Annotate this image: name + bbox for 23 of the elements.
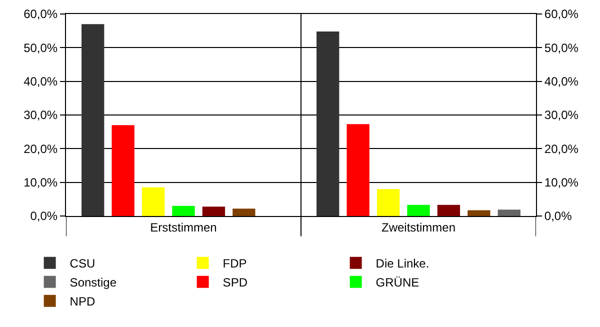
legend-label: CSU: [70, 256, 96, 270]
legend-label: GRÜNE: [376, 276, 420, 290]
legend-label: Sonstige: [70, 276, 117, 290]
y-tick-label: 50,0%: [24, 40, 58, 55]
y-tick-label: 30,0%: [24, 108, 58, 122]
legend-label: FDP: [222, 256, 247, 270]
y2-tick-label: 20,0%: [544, 142, 579, 156]
y-tick-label: 0,0%: [30, 209, 58, 224]
y-tick-label: 60,0%: [24, 7, 58, 22]
legend-label: SPD: [222, 276, 248, 290]
y-tick-label: 40,0%: [24, 74, 58, 89]
y2-tick-label: 0,0%: [544, 209, 572, 224]
y2-tick-label: 50,0%: [544, 40, 579, 55]
x-tick-label: Zweitstimmen: [381, 220, 456, 234]
y-tick-label: 10,0%: [24, 176, 58, 190]
y2-tick-label: 40,0%: [544, 74, 579, 89]
legend-label: Die Linke.: [376, 256, 430, 270]
y2-tick-label: 30,0%: [544, 108, 579, 122]
legend-label: NPD: [70, 294, 96, 308]
y-tick-label: 20,0%: [24, 142, 58, 156]
y2-tick-label: 10,0%: [544, 176, 579, 190]
y2-tick-label: 60,0%: [544, 7, 579, 22]
x-tick-label: Erststimmen: [150, 220, 217, 234]
